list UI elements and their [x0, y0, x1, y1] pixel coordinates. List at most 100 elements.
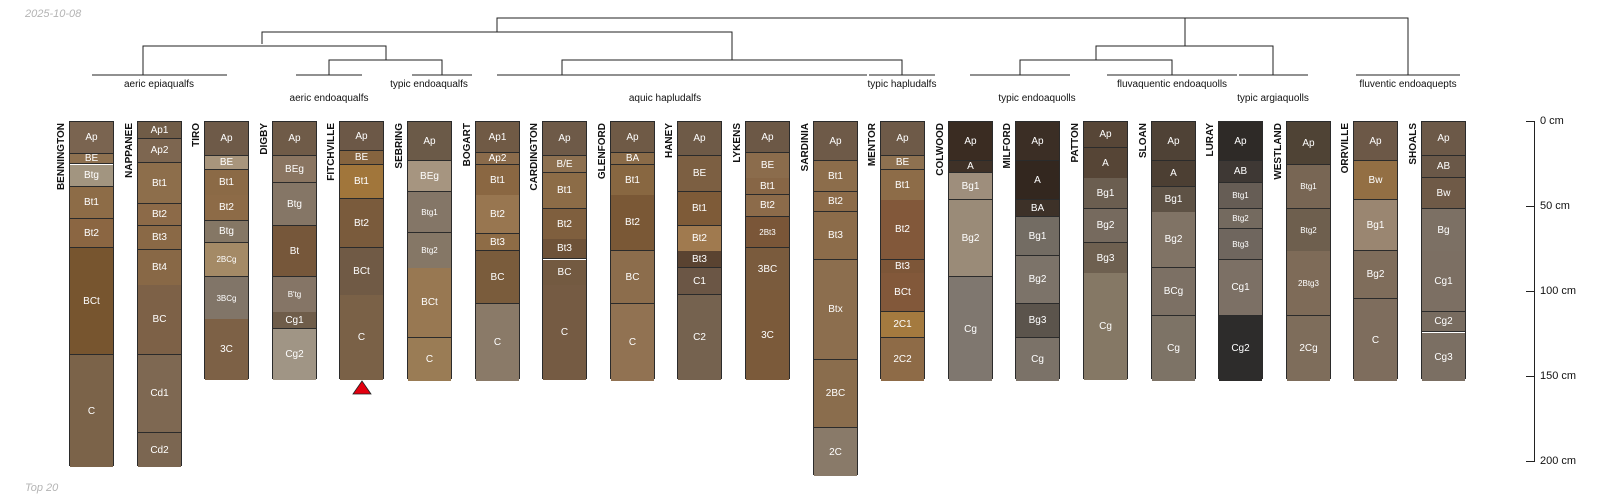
- horizon: Bt1: [881, 170, 924, 201]
- profile-name: SHOALS: [1408, 123, 1419, 165]
- horizon: Ap: [1152, 122, 1195, 161]
- horizon: Cg: [1084, 273, 1127, 380]
- profile-column: Ap A Bg1 Bg2 BCg Cg: [1151, 121, 1196, 381]
- depth-axis-tick: [1526, 121, 1535, 122]
- horizon: Cg: [949, 277, 992, 381]
- horizon: Bt1: [340, 165, 383, 199]
- profile-name: LYKENS: [732, 123, 743, 163]
- horizon: Cg2: [1422, 312, 1465, 332]
- horizon: C: [476, 304, 519, 381]
- horizon: Bt3: [678, 251, 721, 268]
- horizon: Bt4: [138, 250, 181, 286]
- horizon: 3C: [205, 319, 248, 380]
- date-stamp: 2025-10-08: [25, 8, 82, 20]
- horizon: Bt2: [611, 195, 654, 251]
- horizon: Cd1: [138, 355, 181, 433]
- horizon: Btg1: [1219, 183, 1262, 209]
- horizon: Cg2: [1219, 316, 1262, 381]
- dendrogram-link: [328, 59, 443, 75]
- dendrogram-link: [261, 31, 733, 60]
- profile-name: FITCHVILLE: [326, 123, 337, 181]
- profile-name: MILFORD: [1002, 123, 1013, 169]
- profile-name: WESTLAND: [1273, 123, 1284, 180]
- horizon: Cg1: [1219, 260, 1262, 316]
- horizon: Cg1: [1422, 251, 1465, 312]
- horizon: 2Cg: [1287, 316, 1330, 381]
- horizon: BCt: [70, 248, 113, 355]
- group-label-typic-hapludalfs: typic hapludalfs: [867, 79, 937, 90]
- horizon: Cg: [1152, 316, 1195, 381]
- horizon: Ap: [1016, 122, 1059, 161]
- horizon: 2Btg3: [1287, 251, 1330, 316]
- horizon: Bt2: [138, 204, 181, 226]
- dendrogram-link: [561, 59, 903, 75]
- horizon: B/E: [543, 156, 586, 173]
- profile-name: SARDINIA: [800, 123, 811, 172]
- horizon: BE: [70, 154, 113, 164]
- horizon: Bt2: [543, 209, 586, 240]
- horizon: Bg2: [1084, 209, 1127, 243]
- depth-axis-tick: [1526, 376, 1535, 377]
- horizon: BEg: [273, 156, 316, 183]
- horizon: Bg: [1422, 209, 1465, 252]
- dendrogram-link: [1019, 59, 1173, 75]
- horizon: Btg1: [408, 192, 451, 233]
- profile-column: Ap Bt1 Bt2 Bt3 Btx 2BC 2C: [813, 121, 858, 476]
- group-label-aquic-hapludalfs: aquic hapludalfs: [628, 93, 702, 104]
- depth-axis-label: 100 cm: [1540, 285, 1577, 297]
- horizon: Btg3: [1219, 229, 1262, 260]
- horizon: Ap: [1219, 122, 1262, 161]
- horizon: AB: [1422, 156, 1465, 178]
- group-label-typic-endoaqualfs: typic endoaqualfs: [390, 79, 468, 90]
- profile-name: MENTOR: [867, 123, 878, 167]
- horizon: Btg: [273, 183, 316, 226]
- horizon: Ap: [273, 122, 316, 156]
- horizon: Cg2: [273, 329, 316, 380]
- horizon: Bg2: [1016, 256, 1059, 304]
- horizon: Bt2: [746, 195, 789, 217]
- depth-axis-tick: [1526, 461, 1535, 462]
- horizon: BC: [138, 285, 181, 355]
- horizon: Ap: [678, 122, 721, 156]
- horizon: Bt1: [476, 165, 519, 196]
- marker-triangle: [352, 380, 372, 395]
- horizon: Bg1: [1016, 217, 1059, 256]
- horizon: A: [949, 161, 992, 173]
- profile-name: HANEY: [664, 123, 675, 159]
- horizon: Btg: [205, 221, 248, 243]
- horizon: Btg2: [1219, 209, 1262, 229]
- profile-name: BENNINGTON: [56, 123, 67, 191]
- profile-column: Ap Btg1 Btg2 2Btg3 2Cg: [1286, 121, 1331, 381]
- profile-column: Ap BEg Btg Bt B'tg Cg1 Cg2: [272, 121, 317, 380]
- horizon: Btx: [814, 260, 857, 360]
- horizon: 2C2: [881, 338, 924, 381]
- profile-name: COLWOOD: [935, 123, 946, 176]
- profile-column: Ap Bw Bg1 Bg2 C: [1353, 121, 1398, 381]
- depth-axis-label: 0 cm: [1540, 115, 1564, 127]
- horizon: BCg: [1152, 268, 1195, 316]
- horizon: Bt3: [814, 212, 857, 260]
- profile-name: DIGBY: [259, 123, 270, 155]
- horizon: Bt2: [678, 226, 721, 252]
- horizon: Bg1: [1152, 187, 1195, 213]
- horizon: BC: [476, 251, 519, 304]
- horizon: 2Bt3: [746, 217, 789, 248]
- horizon: Bt2: [814, 192, 857, 212]
- horizon: Bt1: [814, 161, 857, 192]
- profile-column: Ap A Bg1 Bg2 Cg: [948, 121, 993, 381]
- horizon: 2C1: [881, 312, 924, 338]
- profile-column: Ap A BA Bg1 Bg2 Bg3 Cg: [1015, 121, 1060, 381]
- group-label-fluventic-endoaquepts: fluventic endoaquepts: [1359, 79, 1457, 90]
- horizon: C2: [678, 295, 721, 380]
- profile-column: Ap1 Ap2 Bt1 Bt2 Bt3 Bt4 BC Cd1 Cd2: [137, 121, 182, 467]
- profile-name: CARDINGTON: [529, 123, 540, 191]
- horizon: BA: [611, 153, 654, 165]
- profile-column: Ap BE Bt1 Bt2 2Bt3 3BC 3C: [745, 121, 790, 380]
- horizon: C: [1354, 299, 1397, 381]
- horizon: Btg1: [1287, 165, 1330, 209]
- horizon: Ap: [746, 122, 789, 153]
- profile-name: NAPPANEE: [124, 123, 135, 178]
- horizon: Bg1: [1084, 178, 1127, 209]
- horizon: Ap1: [138, 122, 181, 139]
- horizon: Ap: [611, 122, 654, 153]
